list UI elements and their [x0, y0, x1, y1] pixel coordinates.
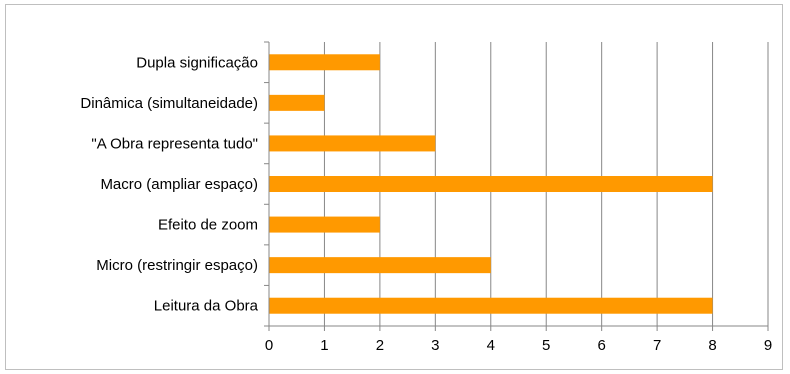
- bar: [269, 216, 380, 233]
- x-tick-label: 0: [265, 337, 273, 354]
- x-tick-label: 6: [597, 337, 605, 354]
- category-label: Macro (ampliar espaço): [100, 176, 258, 193]
- x-tick-label: 8: [708, 337, 716, 354]
- category-label: Leitura da Obra: [154, 298, 259, 315]
- bars: [269, 54, 713, 314]
- bar: [269, 176, 713, 192]
- x-tick-labels: 0 1 2 3 4 5 6 7 8 9: [265, 337, 772, 354]
- x-tick-label: 7: [653, 337, 661, 354]
- bar: [269, 257, 491, 274]
- bar: [269, 94, 325, 111]
- x-tick-label: 1: [320, 337, 328, 354]
- x-tick-label: 3: [431, 337, 439, 354]
- bar: [269, 297, 713, 314]
- category-label: Dupla significação: [136, 54, 258, 71]
- x-tick-label: 5: [542, 337, 550, 354]
- x-tick-label: 4: [487, 337, 495, 354]
- category-label: Efeito de zoom: [158, 217, 258, 234]
- category-labels: Leitura da Obra Micro (restringir espaço)…: [80, 54, 258, 314]
- category-label: Micro (restringir espaço): [96, 257, 258, 274]
- category-label: "A Obra representa tudo": [91, 135, 258, 152]
- x-tick-label: 9: [764, 337, 772, 354]
- x-tick-label: 2: [376, 337, 384, 354]
- bar: [269, 135, 436, 152]
- axes: [264, 41, 769, 331]
- category-label: Dinâmica (simultaneidade): [80, 95, 258, 112]
- bar: [269, 54, 380, 71]
